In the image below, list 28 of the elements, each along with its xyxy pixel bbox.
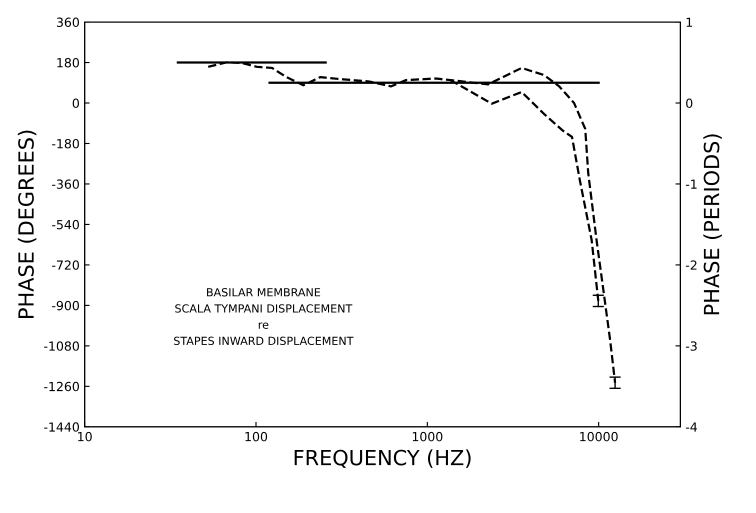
y-tick-label: -720: [52, 260, 79, 270]
y-axis-title: PHASE (DEGREES): [18, 130, 36, 318]
y-tick-label: -1260: [44, 382, 79, 392]
y2-tick-label: -4: [686, 422, 698, 432]
y-tick-label: -1080: [44, 341, 79, 351]
y2-axis-title: PHASE (PERIODS): [703, 134, 722, 314]
annotation: re: [258, 322, 268, 329]
annotation: BASILAR MEMBRANE: [207, 288, 320, 296]
y-tick-label: 0: [72, 98, 79, 108]
x-tick-label: 10: [78, 432, 92, 442]
x-tick-label: 10000: [580, 432, 618, 442]
y-tick-label: 180: [57, 58, 79, 68]
x-tick-label: 1000: [412, 432, 442, 442]
annotation: SCALA TYMPANI DISPLACEMENT: [175, 304, 352, 313]
y-tick-label: -540: [52, 220, 79, 230]
x-axis-title: FREQUENCY (HZ): [294, 449, 471, 468]
y-tick-label: -1440: [44, 422, 79, 432]
y-tick-label: -900: [52, 300, 79, 310]
y2-tick-label: -3: [686, 341, 697, 351]
y2-tick-label: 0: [686, 98, 692, 108]
annotation: STAPES INWARD DISPLACEMENT: [174, 336, 354, 346]
y-tick-label: -180: [52, 138, 79, 148]
y2-tick-label: -2: [686, 260, 696, 270]
y-tick-label: 360: [56, 18, 79, 27]
y2-tick-label: 1: [686, 18, 692, 27]
y-tick-label: -360: [52, 179, 79, 189]
x-tick-label: 100: [245, 432, 268, 442]
y2-tick-label: -1: [686, 180, 697, 189]
